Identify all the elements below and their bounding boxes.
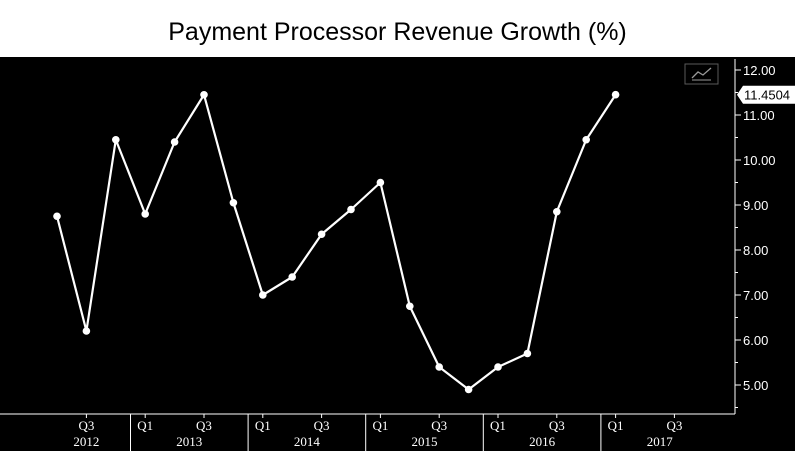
series-line (55, 93, 617, 391)
y-tick-label: 8.00 (743, 243, 768, 258)
x-quarter-label: Q1 (137, 418, 153, 433)
last-value-tag (737, 85, 795, 104)
x-year-label: 2016 (529, 434, 556, 449)
data-point (288, 273, 297, 281)
data-point (347, 205, 355, 214)
x-quarter-label: Q3 (431, 418, 447, 433)
y-tick-label: 12.00 (743, 63, 776, 78)
data-point (170, 138, 179, 146)
data-point (317, 230, 326, 239)
x-year-label: 2012 (73, 434, 99, 449)
data-point (82, 327, 91, 335)
y-tick-label: 6.00 (743, 333, 768, 348)
data-point (406, 302, 414, 311)
data-point (611, 90, 620, 99)
y-tick-label: 9.00 (743, 198, 768, 213)
data-point (523, 349, 532, 358)
data-point (494, 363, 502, 371)
x-quarter-label: Q3 (549, 418, 565, 433)
y-tick-label: 5.00 (743, 378, 768, 393)
data-point (141, 210, 149, 218)
data-point (229, 198, 238, 207)
data-point (435, 363, 444, 371)
chart-area: 12.00 11.00 10.00 9.00 8.00 7.00 6.00 5.00 Q3 Q1 Q… (0, 57, 795, 451)
x-quarter-label: Q1 (255, 418, 271, 433)
y-tick-label: 10.00 (743, 153, 776, 168)
line-chart-icon[interactable] (684, 63, 719, 85)
x-year-label: 2014 (294, 434, 321, 449)
data-point (112, 135, 120, 144)
x-quarter-label: Q1 (372, 418, 388, 433)
data-point (464, 385, 473, 394)
chart-title: Payment Processor Revenue Growth (%) (168, 18, 627, 46)
x-quarter-label: Q3 (666, 418, 682, 433)
y-tick-label: 11.00 (743, 108, 775, 123)
x-quarter-label: Q3 (196, 418, 212, 433)
data-point (200, 90, 208, 99)
y-tick-label: 7.00 (743, 288, 768, 303)
data-point (553, 207, 561, 216)
x-year-label: 2017 (647, 434, 674, 449)
data-point (53, 212, 61, 221)
data-point (259, 291, 267, 299)
x-quarter-label: Q1 (490, 418, 506, 433)
x-year-label: 2015 (412, 434, 438, 449)
data-point (376, 178, 385, 187)
x-year-label: 2013 (176, 434, 202, 449)
x-quarter-label: Q1 (608, 418, 624, 433)
last-value-label: 11.4504 (744, 88, 790, 103)
data-point (582, 135, 590, 144)
x-quarter-label: Q3 (314, 418, 330, 433)
x-quarter-label: Q3 (78, 418, 94, 433)
